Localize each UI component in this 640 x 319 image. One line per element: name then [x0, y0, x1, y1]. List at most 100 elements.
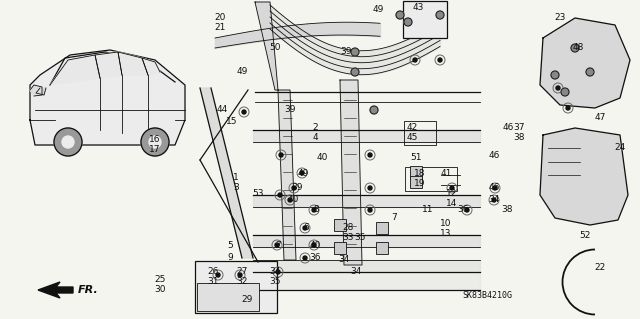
Circle shape — [370, 106, 378, 114]
Text: 7: 7 — [391, 213, 397, 222]
Text: 22: 22 — [595, 263, 605, 272]
Circle shape — [561, 88, 569, 96]
Text: 39: 39 — [291, 183, 303, 192]
Text: 44: 44 — [216, 106, 228, 115]
Circle shape — [141, 128, 169, 156]
Circle shape — [551, 71, 559, 79]
Text: 28: 28 — [342, 224, 354, 233]
FancyBboxPatch shape — [403, 1, 447, 38]
Circle shape — [292, 186, 296, 190]
Text: 32: 32 — [236, 278, 248, 286]
Text: 51: 51 — [410, 153, 422, 162]
Text: 1: 1 — [233, 174, 239, 182]
Text: 52: 52 — [579, 231, 591, 240]
Polygon shape — [253, 195, 480, 207]
Text: 49: 49 — [372, 5, 384, 14]
Circle shape — [312, 208, 316, 212]
Polygon shape — [540, 128, 628, 225]
Text: 27: 27 — [236, 268, 248, 277]
Circle shape — [493, 186, 497, 190]
Text: 36: 36 — [457, 205, 468, 214]
FancyBboxPatch shape — [195, 261, 277, 313]
FancyBboxPatch shape — [376, 222, 388, 234]
Circle shape — [278, 193, 282, 197]
Text: 49: 49 — [236, 68, 248, 77]
Text: 33: 33 — [342, 234, 354, 242]
Text: 24: 24 — [614, 144, 626, 152]
Circle shape — [492, 198, 496, 202]
Circle shape — [566, 106, 570, 110]
Text: 37: 37 — [513, 123, 525, 132]
Polygon shape — [540, 18, 630, 108]
Circle shape — [62, 136, 74, 148]
Circle shape — [216, 273, 220, 277]
Text: 45: 45 — [406, 133, 418, 143]
Circle shape — [276, 270, 280, 274]
Circle shape — [351, 68, 359, 76]
Circle shape — [279, 153, 283, 157]
Text: 26: 26 — [207, 268, 219, 277]
Text: 40: 40 — [309, 241, 321, 249]
Text: 50: 50 — [269, 43, 281, 53]
Circle shape — [368, 186, 372, 190]
Polygon shape — [118, 52, 148, 75]
Text: 9: 9 — [227, 253, 233, 262]
Circle shape — [438, 58, 442, 62]
Text: 40: 40 — [316, 153, 328, 162]
Polygon shape — [200, 88, 253, 258]
FancyBboxPatch shape — [376, 242, 388, 254]
Text: 5: 5 — [227, 241, 233, 249]
Text: 36: 36 — [309, 253, 321, 262]
Text: 19: 19 — [414, 179, 426, 188]
Text: 46: 46 — [502, 123, 514, 132]
Polygon shape — [255, 2, 278, 90]
Text: 23: 23 — [554, 13, 566, 23]
Polygon shape — [253, 130, 480, 142]
Polygon shape — [253, 272, 480, 290]
Text: 10: 10 — [440, 219, 452, 227]
Text: 30: 30 — [154, 286, 166, 294]
Text: 48: 48 — [572, 43, 584, 53]
Circle shape — [288, 198, 292, 202]
Circle shape — [450, 186, 454, 190]
Circle shape — [571, 44, 579, 52]
Circle shape — [586, 68, 594, 76]
Circle shape — [275, 243, 279, 247]
Text: 14: 14 — [446, 198, 458, 207]
Polygon shape — [50, 55, 100, 85]
Circle shape — [396, 11, 404, 19]
Circle shape — [312, 243, 316, 247]
Text: 7: 7 — [275, 241, 281, 249]
Text: 35: 35 — [355, 234, 365, 242]
Circle shape — [413, 58, 417, 62]
FancyBboxPatch shape — [334, 219, 346, 231]
Text: 35: 35 — [269, 278, 281, 286]
Text: 17: 17 — [149, 145, 161, 154]
Text: 41: 41 — [440, 168, 452, 177]
Circle shape — [556, 86, 560, 90]
Circle shape — [242, 110, 246, 114]
Circle shape — [54, 128, 82, 156]
Text: 4: 4 — [312, 133, 318, 143]
Text: 2: 2 — [312, 123, 318, 132]
FancyBboxPatch shape — [410, 166, 422, 178]
Text: 53: 53 — [252, 189, 264, 197]
Text: 18: 18 — [414, 168, 426, 177]
Text: 6: 6 — [303, 224, 309, 233]
Circle shape — [300, 171, 304, 175]
Polygon shape — [30, 85, 42, 96]
Circle shape — [368, 208, 372, 212]
Text: 49: 49 — [298, 168, 308, 177]
Text: 46: 46 — [488, 183, 500, 192]
Polygon shape — [253, 260, 480, 272]
FancyBboxPatch shape — [410, 176, 422, 188]
Text: 25: 25 — [154, 276, 166, 285]
Text: 34: 34 — [488, 196, 500, 204]
Text: 38: 38 — [501, 205, 513, 214]
Circle shape — [404, 18, 412, 26]
Circle shape — [149, 136, 161, 148]
Text: 43: 43 — [412, 4, 424, 12]
Polygon shape — [30, 50, 185, 145]
Circle shape — [351, 48, 359, 56]
Polygon shape — [38, 282, 73, 298]
